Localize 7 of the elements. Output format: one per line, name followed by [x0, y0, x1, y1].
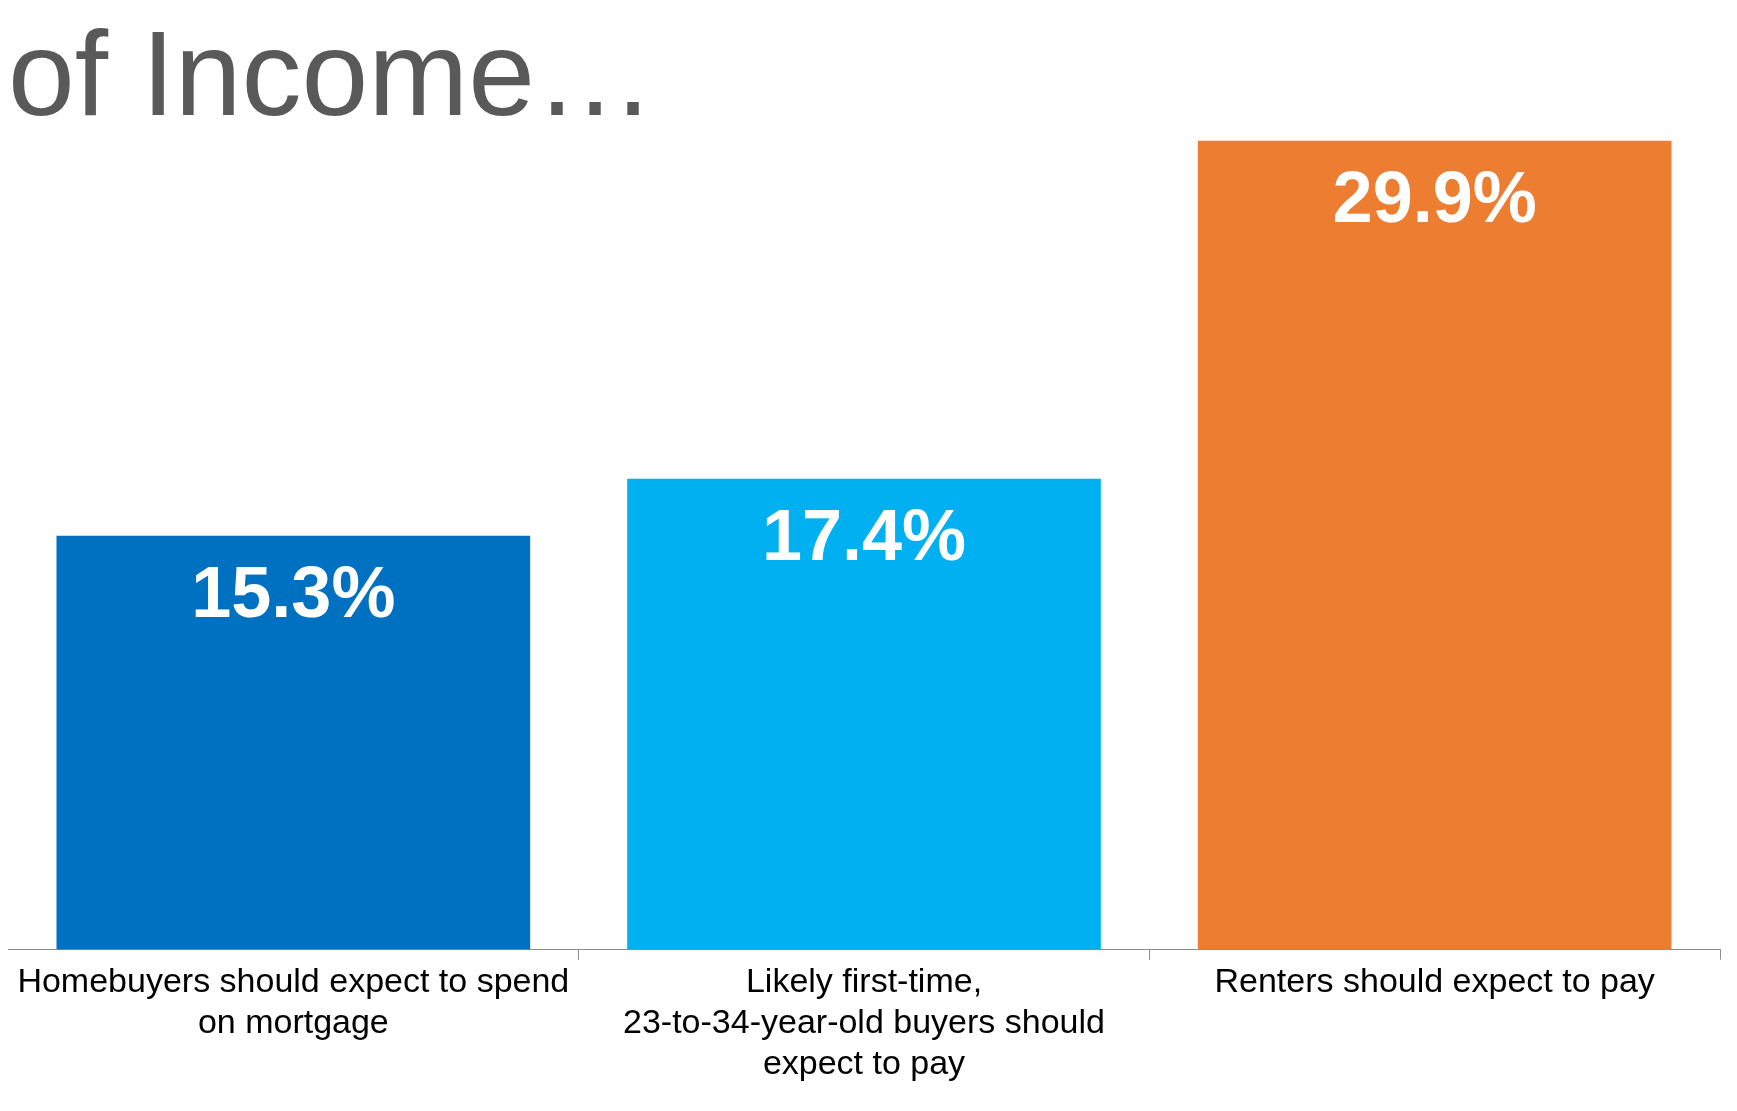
data-label: 15.3% [191, 551, 396, 632]
x-tick-label: Homebuyers should expect to spend on mortgage [17, 961, 570, 1041]
x-tick-label: Renters should expect to pay [1214, 961, 1655, 1000]
data-label: 17.4% [761, 494, 967, 575]
x-tick-label: Likely first-time, 23-to-34-year-old buyers should expect to pay [623, 961, 1105, 1081]
chart-title: of Income… [8, 6, 656, 140]
data-label: 29.9% [1332, 156, 1537, 237]
